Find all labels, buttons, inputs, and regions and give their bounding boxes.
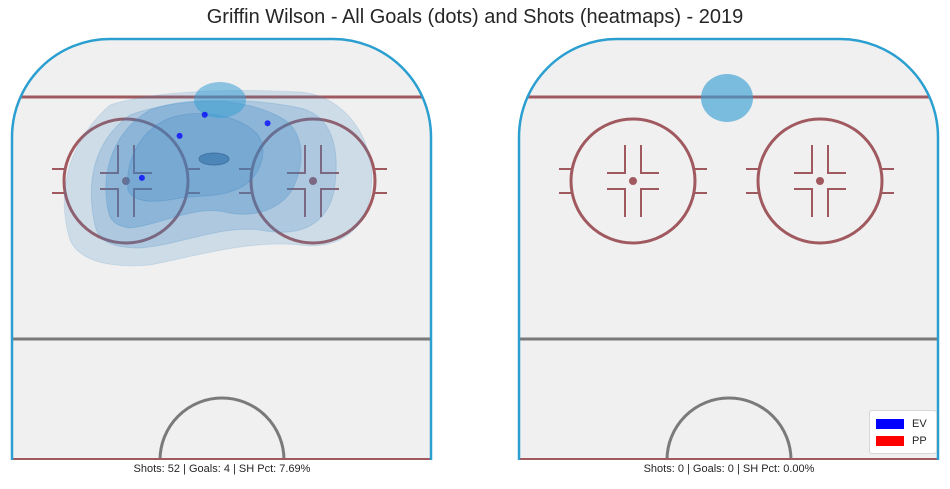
legend-item-ev: EV <box>876 417 927 431</box>
legend-swatch-pp <box>876 436 904 446</box>
rink-ev-hashmarks-left <box>52 145 200 217</box>
rink-ev <box>10 37 433 460</box>
shot-heatmap-pp <box>701 74 753 122</box>
heatmap-ev-level-4 <box>127 112 264 202</box>
heatmap-ev-level-1 <box>63 90 373 267</box>
caption-ev: Shots: 52 | Goals: 4 | SH Pct: 7.69% <box>133 463 311 475</box>
rink-pp-center-circle <box>665 396 793 460</box>
heatmap-ev-level-3 <box>105 100 302 229</box>
goal-dots-ev <box>138 111 271 181</box>
rink-pp-faceoff-circle-left <box>569 117 697 245</box>
rink-ev-hashmarks-right <box>239 145 387 217</box>
rink-pp-boards <box>517 37 940 460</box>
rink-pp-ice <box>519 39 938 460</box>
heatmap-ev-level-2 <box>90 100 337 249</box>
rink-ev-ice <box>12 39 431 460</box>
rink-pp-hashmarks-left <box>559 145 707 217</box>
rink-pp-faceoff-dot-right <box>816 177 824 185</box>
goal-dot-ev-1 <box>201 111 208 118</box>
rink-pp-faceoff-circle-right <box>756 117 884 245</box>
rink-pp-hashmarks-right <box>746 145 894 217</box>
chart-title: Griffin Wilson - All Goals (dots) and Sh… <box>206 6 744 28</box>
goal-dot-ev-3 <box>264 120 271 127</box>
goal-dot-ev-4 <box>138 174 145 181</box>
legend-label-pp: PP <box>912 435 927 447</box>
legend-swatch-ev <box>876 419 904 429</box>
rink-ev-faceoff-dot-right <box>309 177 317 185</box>
legend-item-pp: PP <box>876 434 927 448</box>
caption-pp: Shots: 0 | Goals: 0 | SH Pct: 0.00% <box>643 463 815 475</box>
rink-ev-center-circle <box>158 396 286 460</box>
heatmap-ev-peak <box>198 152 230 166</box>
rink-ev-faceoff-circle-right <box>249 117 377 245</box>
goal-dot-ev-2 <box>176 132 183 139</box>
heatmap-pp-crease-blob <box>701 74 753 122</box>
heatmap-ev-crease-blob <box>194 82 246 118</box>
rink-pp-faceoff-dot-left <box>629 177 637 185</box>
legend-label-ev: EV <box>912 418 927 430</box>
shot-heatmap-ev <box>63 82 373 267</box>
rink-ev-faceoff-dot-left <box>122 177 130 185</box>
rink-ev-boards <box>10 37 433 460</box>
rink-ev-faceoff-circle-left <box>62 117 190 245</box>
rink-pp <box>517 37 940 460</box>
legend: EV PP <box>869 410 937 454</box>
